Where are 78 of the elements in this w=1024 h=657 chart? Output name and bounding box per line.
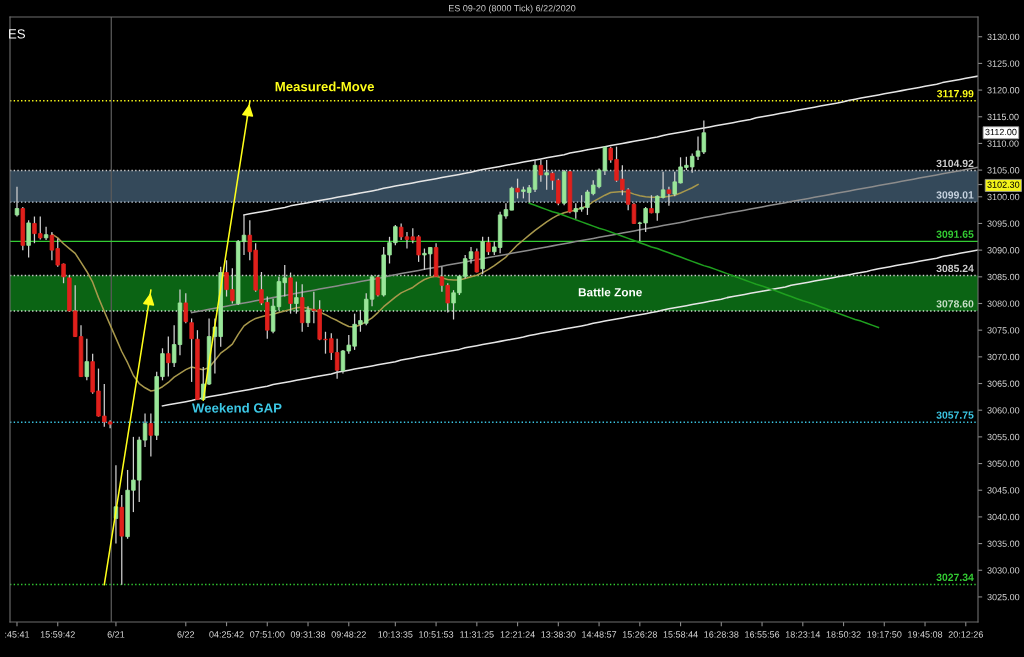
line-series bbox=[243, 75, 978, 216]
candlestick bbox=[486, 236, 491, 256]
line-series bbox=[103, 289, 152, 586]
candlestick bbox=[84, 338, 90, 381]
y-tick-label: 3110.00 bbox=[987, 140, 1019, 147]
y-tick-label: 3125.00 bbox=[987, 60, 1020, 67]
annotation: Measured-Move bbox=[275, 81, 375, 92]
x-tick-label: 15:58:44 bbox=[663, 631, 698, 638]
ref-line-label: 3091.65 bbox=[936, 230, 974, 238]
y-tick-label: 3075.00 bbox=[987, 327, 1020, 334]
x-tick-label: 10:51:53 bbox=[419, 631, 454, 638]
candlestick bbox=[294, 280, 299, 315]
x-tick-label: 19:45:08 bbox=[908, 631, 943, 638]
y-tick-label: 3050.00 bbox=[987, 460, 1020, 467]
y-tick-label: 3130.00 bbox=[987, 33, 1020, 41]
candlestick bbox=[666, 186, 672, 207]
ref-line-label: 3104.92 bbox=[936, 159, 974, 168]
x-tick-label: 12:21:24 bbox=[500, 631, 535, 638]
candlestick bbox=[515, 178, 520, 200]
y-tick-label: 3095.00 bbox=[987, 220, 1020, 227]
y-tick-label: 3080.00 bbox=[987, 300, 1020, 307]
candlestick bbox=[148, 412, 154, 458]
x-tick-label: 14:48:57 bbox=[582, 631, 617, 638]
y-tick-label: 3065.00 bbox=[987, 380, 1020, 387]
annotation: ES bbox=[9, 29, 25, 39]
ref-line-label: 3099.01 bbox=[936, 191, 974, 199]
x-tick-label: 16:28:38 bbox=[704, 631, 739, 638]
y-tick-label: 3102.30 bbox=[987, 181, 1020, 188]
line-series bbox=[190, 166, 978, 314]
x-tick-label: 15:59:42 bbox=[40, 631, 75, 638]
text: 3112.00 bbox=[985, 128, 1017, 136]
candlestick bbox=[183, 292, 189, 324]
ref-line-label: 3078.60 bbox=[936, 300, 974, 308]
x-tick-label: 15:26:28 bbox=[622, 631, 657, 638]
x-tick-label: 6/21 bbox=[107, 631, 125, 638]
x-tick-label: 18:50:32 bbox=[826, 631, 861, 638]
candlestick bbox=[43, 226, 49, 241]
x-tick-label: 09:31:38 bbox=[290, 631, 326, 638]
x-tick-label: 07:51:00 bbox=[250, 631, 285, 638]
y-tick-label: 3040.00 bbox=[987, 513, 1020, 521]
y-tick-label: 3060.00 bbox=[987, 407, 1020, 414]
annotation: Weekend GAP bbox=[192, 402, 282, 413]
x-tick-label: 18:23:14 bbox=[785, 631, 821, 638]
x-tick-label: 19:17:50 bbox=[867, 631, 902, 638]
candlestick bbox=[305, 305, 311, 328]
band-label: Battle Zone bbox=[578, 287, 642, 297]
y-tick-label: 3100.00 bbox=[987, 193, 1020, 201]
y-tick-label: 3045.00 bbox=[987, 487, 1020, 494]
x-tick-label: 16:55:56 bbox=[745, 631, 780, 638]
ref-line-label: 3027.34 bbox=[936, 573, 974, 582]
y-tick-label: 3115.00 bbox=[987, 113, 1019, 121]
ref-line-label: 3085.24 bbox=[936, 264, 974, 273]
y-tick-label: 3090.00 bbox=[987, 247, 1020, 254]
ref-line-label: 3117.99 bbox=[937, 89, 974, 98]
y-tick-label: 3025.00 bbox=[987, 593, 1020, 601]
y-tick-label: 3085.00 bbox=[987, 273, 1020, 281]
line-series bbox=[528, 202, 880, 329]
x-tick-label: 20:12:26 bbox=[948, 631, 983, 638]
candlestick bbox=[474, 247, 480, 274]
y-tick-label: 3055.00 bbox=[987, 433, 1020, 441]
x-tick-label: 11:31:25 bbox=[460, 631, 494, 638]
ref-line-label: 3057.75 bbox=[936, 411, 974, 419]
candlestick bbox=[26, 219, 31, 259]
chart-title: ES 09-20 (8000 Tick) 6/22/2020 bbox=[449, 4, 576, 14]
y-tick-label: 3035.00 bbox=[987, 540, 1020, 547]
candlestick bbox=[166, 335, 171, 378]
y-tick-label: 3030.00 bbox=[987, 567, 1020, 574]
x-tick-label: 09:48:22 bbox=[331, 631, 366, 638]
y-tick-label: 3070.00 bbox=[987, 353, 1020, 361]
x-tick-label: 6/22 bbox=[177, 631, 195, 638]
candlestick bbox=[14, 186, 20, 218]
x-tick-label: 10:13:35 bbox=[378, 631, 413, 638]
x-tick-label: :45:41 bbox=[5, 631, 30, 638]
candlestick bbox=[189, 317, 194, 383]
x-tick-label: 13:38:30 bbox=[541, 631, 576, 638]
x-tick-label: 04:25:42 bbox=[209, 631, 244, 638]
y-tick-label: 3105.00 bbox=[987, 167, 1020, 174]
y-tick-label: 3120.00 bbox=[987, 87, 1020, 94]
